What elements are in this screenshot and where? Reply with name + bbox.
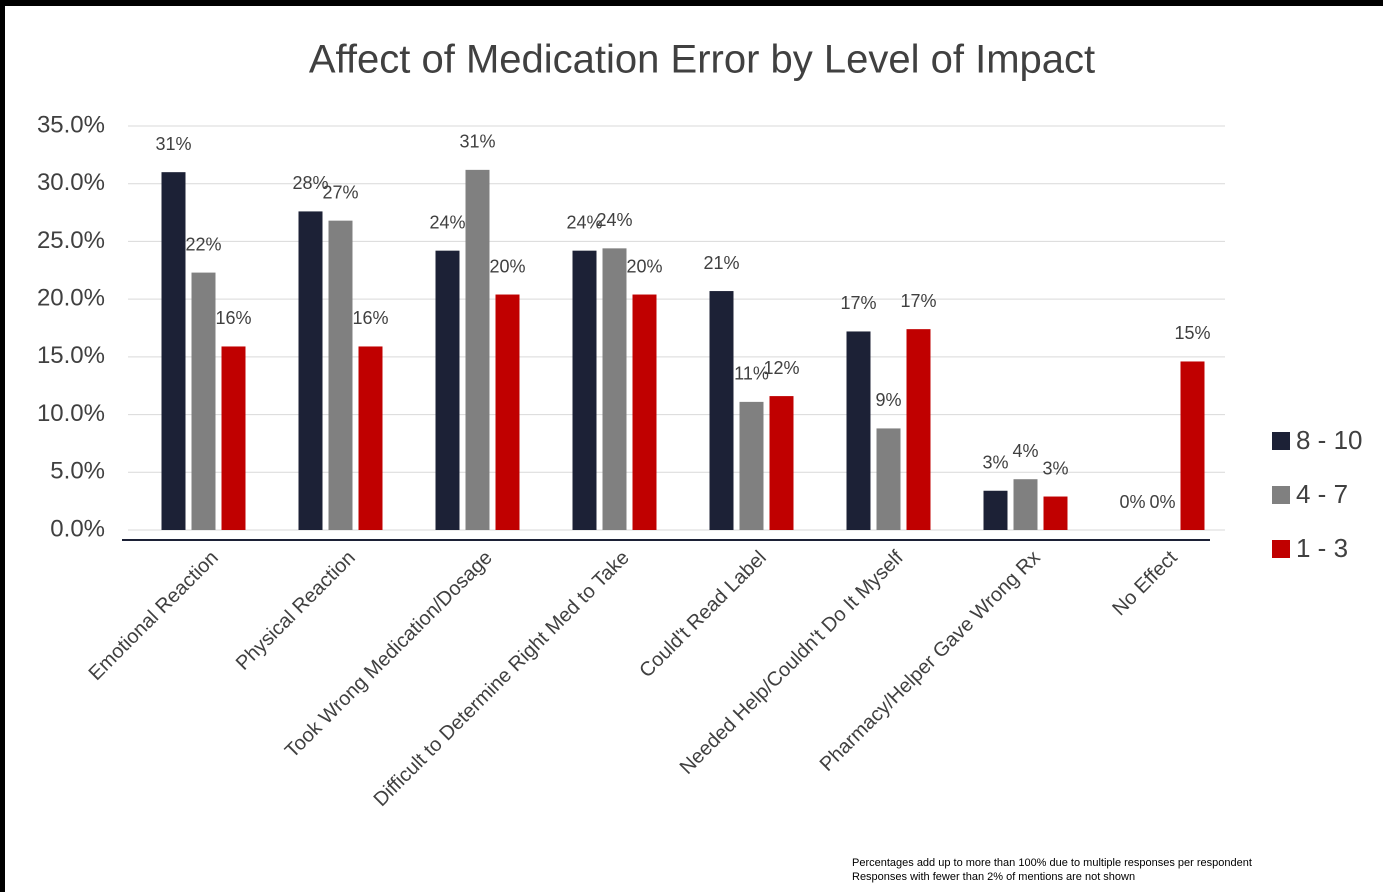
value-label: 11% <box>734 364 769 384</box>
x-tick-label: Could't Read Label <box>635 547 770 682</box>
footnote: Responses with fewer than 2% of mentions… <box>852 871 1135 883</box>
legend-label: 4 - 7 <box>1296 479 1348 509</box>
value-label: 20% <box>626 256 662 276</box>
bar <box>435 250 460 531</box>
value-label: 15% <box>1174 323 1210 343</box>
x-tick-label: No Effect <box>1108 546 1182 620</box>
bar <box>769 396 794 530</box>
value-label: 31% <box>459 132 495 152</box>
bar <box>632 294 657 530</box>
value-label: 12% <box>763 358 799 378</box>
bar <box>221 346 246 530</box>
bar <box>1043 496 1068 530</box>
bar <box>298 211 323 530</box>
legend-label: 8 - 10 <box>1296 425 1363 455</box>
y-tick-label: 20.0% <box>37 284 105 311</box>
y-tick-label: 0.0% <box>50 515 105 542</box>
legend-swatch <box>1272 486 1290 504</box>
bar <box>906 329 931 530</box>
value-label: 17% <box>840 293 876 313</box>
value-label: 0% <box>1149 492 1175 512</box>
bar <box>495 294 520 530</box>
value-label: 22% <box>185 234 221 254</box>
value-label: 27% <box>322 182 358 202</box>
x-tick-label: Physical Reaction <box>232 547 360 675</box>
x-tick-label: Pharmacy/Helper Gave Wrong Rx <box>816 547 1045 776</box>
value-label: 0% <box>1119 492 1145 512</box>
bar <box>602 248 627 530</box>
bar <box>739 401 764 530</box>
bar <box>876 428 901 530</box>
value-label: 17% <box>900 291 936 311</box>
value-label: 20% <box>489 256 525 276</box>
y-tick-label: 15.0% <box>37 342 105 369</box>
bar <box>465 169 490 530</box>
legend-label: 1 - 3 <box>1296 533 1348 563</box>
y-tick-label: 5.0% <box>50 458 105 485</box>
y-tick-label: 35.0% <box>37 111 105 138</box>
bar <box>572 250 597 531</box>
value-label: 28% <box>292 173 328 193</box>
legend-swatch <box>1272 540 1290 558</box>
bar <box>983 490 1008 530</box>
x-tick-label: Needed Help/Couldn't Do It Myself <box>676 546 908 778</box>
bar <box>328 220 353 530</box>
y-tick-label: 10.0% <box>37 400 105 427</box>
bar <box>358 346 383 530</box>
x-tick-label: Emotional Reaction <box>85 547 223 685</box>
value-label: 21% <box>703 253 739 273</box>
value-label: 3% <box>982 453 1008 473</box>
value-label: 24% <box>429 212 465 232</box>
value-label: 24% <box>566 212 602 232</box>
value-label: 16% <box>352 308 388 328</box>
bar <box>191 272 216 530</box>
bar <box>1180 361 1205 530</box>
value-label: 3% <box>1042 458 1068 478</box>
value-label: 31% <box>155 134 191 154</box>
bar <box>846 331 871 530</box>
value-label: 9% <box>875 390 901 410</box>
value-label: 16% <box>215 308 251 328</box>
y-tick-label: 25.0% <box>37 227 105 254</box>
bar <box>1013 479 1038 530</box>
x-tick-label: Difficult to Determine Right Med to Take <box>370 547 634 811</box>
bar <box>709 291 734 530</box>
chart-title: Affect of Medication Error by Level of I… <box>309 38 1095 82</box>
value-label: 4% <box>1012 441 1038 461</box>
value-label: 24% <box>596 210 632 230</box>
footnote: Percentages add up to more than 100% due… <box>852 857 1252 869</box>
y-tick-label: 30.0% <box>37 169 105 196</box>
bar <box>161 172 186 530</box>
legend-swatch <box>1272 432 1290 450</box>
